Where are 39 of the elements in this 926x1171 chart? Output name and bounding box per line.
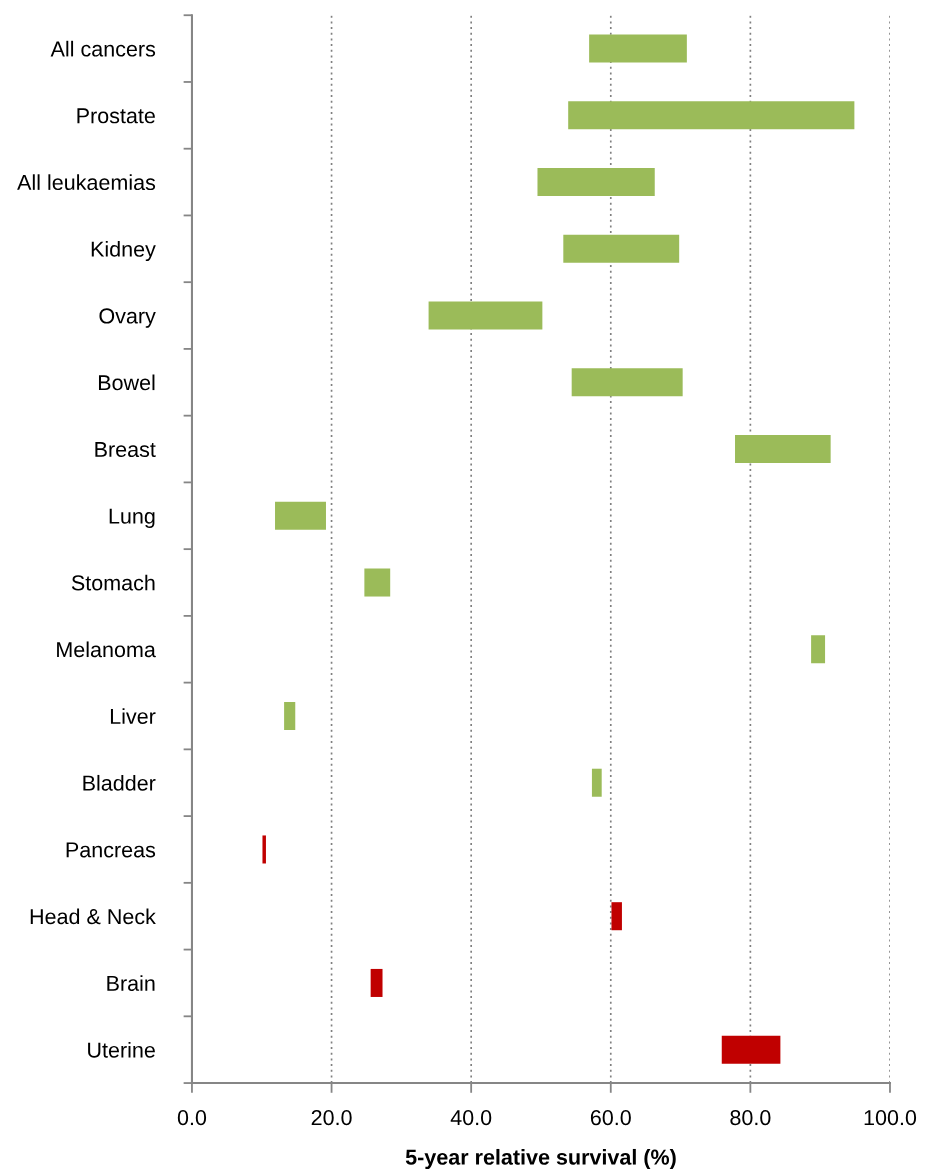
y-tick-label: Liver xyxy=(110,708,156,724)
bar xyxy=(611,902,622,931)
bar xyxy=(537,168,655,197)
y-tick-label: Lung xyxy=(109,508,155,529)
x-tick-label: 80.0 xyxy=(730,1110,771,1126)
y-tick-label: Prostate xyxy=(77,108,155,124)
bar xyxy=(262,835,266,864)
y-tick-label: Stomach xyxy=(71,574,155,591)
x-tick-label: 60.0 xyxy=(590,1110,631,1126)
y-tick-label: Breast xyxy=(95,442,156,458)
y-tick-label: Melanoma xyxy=(57,641,156,658)
y-tick-label: All cancers xyxy=(50,40,156,57)
y-tick-label: Kidney xyxy=(91,241,156,262)
bar xyxy=(563,234,680,263)
bar xyxy=(364,568,391,597)
bar xyxy=(811,635,826,664)
y-tick-label: Pancreas xyxy=(66,842,156,858)
x-axis-title: 5-year relative survival (%) xyxy=(405,1148,676,1170)
bar xyxy=(275,501,326,530)
y-tick-label: Uterine xyxy=(88,1041,155,1058)
x-tick-label: 20.0 xyxy=(311,1110,352,1126)
y-tick-label: Head & Neck xyxy=(30,908,156,925)
y-tick-label: Bladder xyxy=(83,774,156,791)
x-tick-label: 0.0 xyxy=(177,1110,207,1126)
x-tick-label: 40.0 xyxy=(450,1110,492,1126)
y-tick-label: Bowel xyxy=(98,374,155,391)
bar xyxy=(568,101,855,130)
bar xyxy=(591,768,602,797)
y-tick-label: All leukaemias xyxy=(17,174,156,191)
bar xyxy=(735,435,831,464)
x-tick-label: 100.0 xyxy=(864,1110,917,1126)
bar xyxy=(284,701,296,730)
bar xyxy=(589,34,687,63)
y-tick-label: Brain xyxy=(107,975,155,991)
bar xyxy=(721,1035,781,1064)
bar xyxy=(428,301,543,330)
y-tick-label: Ovary xyxy=(99,308,156,328)
bar xyxy=(370,968,383,997)
bar xyxy=(571,368,683,397)
